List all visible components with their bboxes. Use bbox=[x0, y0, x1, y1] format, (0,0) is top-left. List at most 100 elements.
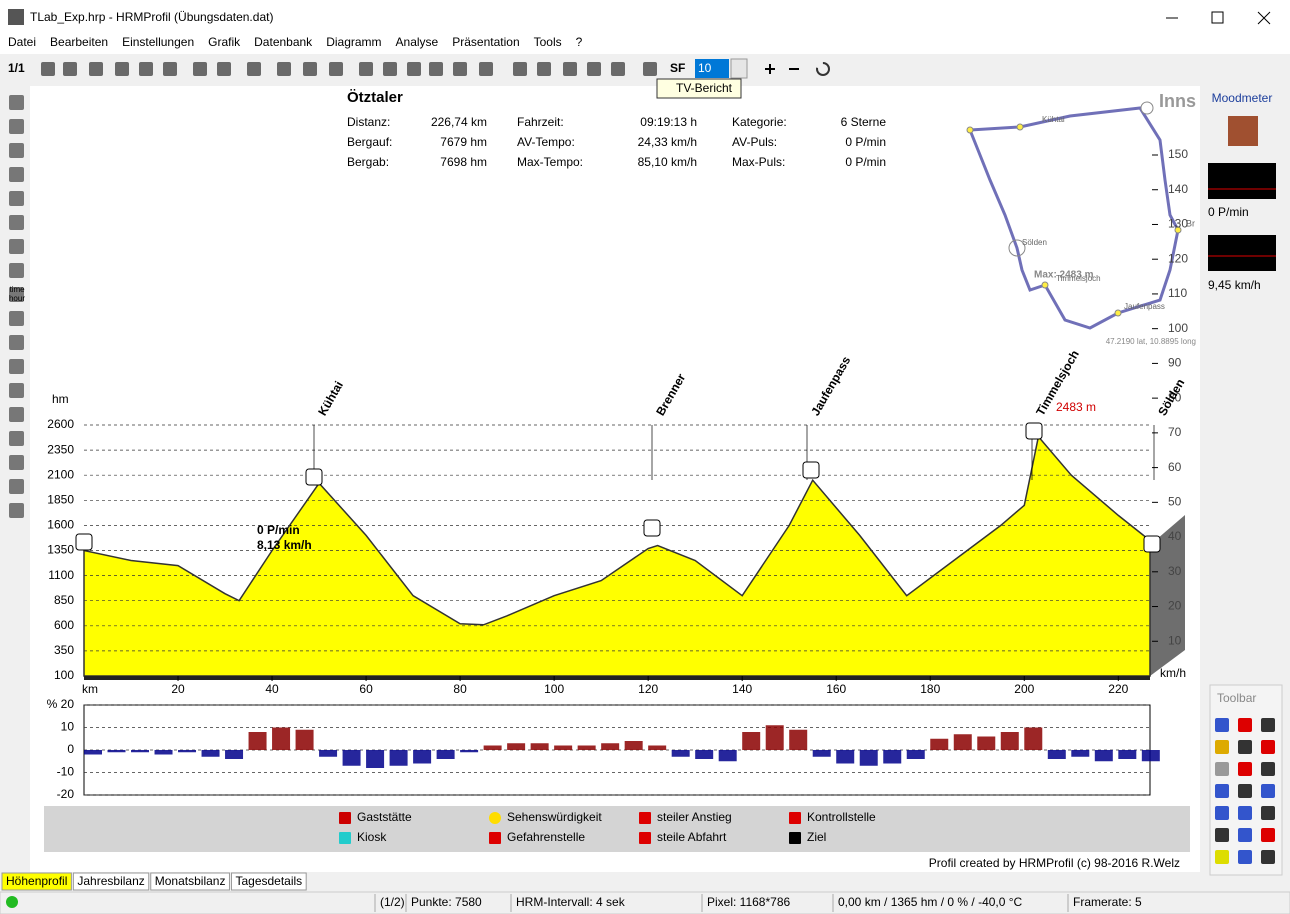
floating-tool[interactable] bbox=[1238, 806, 1252, 820]
floating-tool[interactable] bbox=[1261, 740, 1275, 754]
gradient-bar bbox=[1047, 750, 1066, 759]
toolbar-button[interactable] bbox=[329, 62, 343, 76]
tool-button[interactable] bbox=[9, 503, 24, 518]
menu-item[interactable]: Analyse bbox=[396, 35, 439, 49]
tab[interactable] bbox=[72, 872, 150, 891]
toolbar-button[interactable] bbox=[453, 62, 467, 76]
sf-value[interactable]: 10 bbox=[698, 61, 712, 75]
sf-label: SF bbox=[670, 61, 685, 75]
toolbar-button[interactable] bbox=[139, 62, 153, 76]
menu-item[interactable]: ? bbox=[576, 35, 583, 49]
y-tick-label: -10 bbox=[57, 765, 75, 779]
toolbar-button[interactable] bbox=[513, 62, 527, 76]
floating-tool[interactable] bbox=[1238, 762, 1252, 776]
menu-item[interactable]: Einstellungen bbox=[122, 35, 194, 49]
floating-tool[interactable] bbox=[1261, 718, 1275, 732]
legend-icon bbox=[339, 812, 351, 824]
floating-tool[interactable] bbox=[1215, 762, 1229, 776]
menu-item[interactable]: Bearbeiten bbox=[50, 35, 108, 49]
toolbar-button[interactable] bbox=[643, 62, 657, 76]
toolbar-button[interactable] bbox=[479, 62, 493, 76]
sf-spinner[interactable] bbox=[730, 58, 748, 79]
gradient-bar bbox=[577, 745, 596, 750]
gradient-bar bbox=[601, 743, 620, 750]
floating-tool[interactable] bbox=[1261, 806, 1275, 820]
floating-tool[interactable] bbox=[1238, 850, 1252, 864]
menu-item[interactable]: Diagramm bbox=[326, 35, 381, 49]
menu-item[interactable]: Tools bbox=[534, 35, 562, 49]
gradient-bar bbox=[789, 729, 808, 750]
tool-button[interactable] bbox=[9, 383, 24, 398]
tab-label[interactable]: Jahresbilanz bbox=[77, 874, 144, 888]
zoom-buttons[interactable] bbox=[765, 64, 799, 74]
floating-tool[interactable] bbox=[1238, 784, 1252, 798]
tool-button[interactable] bbox=[9, 335, 24, 350]
tab-label[interactable]: Höhenprofil bbox=[6, 874, 67, 888]
toolbar-button[interactable] bbox=[429, 62, 443, 76]
sf-input[interactable] bbox=[695, 59, 729, 78]
menu-item[interactable]: Datei bbox=[8, 35, 36, 49]
floating-tool[interactable] bbox=[1238, 828, 1252, 842]
toolbar-button[interactable] bbox=[587, 62, 601, 76]
toolbar-button[interactable] bbox=[303, 62, 317, 76]
tool-button[interactable] bbox=[9, 167, 24, 182]
refresh-button[interactable] bbox=[816, 62, 830, 76]
floating-tool[interactable] bbox=[1215, 740, 1229, 754]
tab[interactable] bbox=[230, 872, 307, 891]
menu-item[interactable]: Präsentation bbox=[452, 35, 519, 49]
page-indicator[interactable]: 1/1 bbox=[8, 61, 25, 75]
tab-label[interactable]: Monatsbilanz bbox=[155, 874, 226, 888]
toolbar-button[interactable] bbox=[89, 62, 103, 76]
tool-button[interactable] bbox=[9, 479, 24, 494]
toolbar-button[interactable] bbox=[63, 62, 77, 76]
toolbar-button[interactable] bbox=[217, 62, 231, 76]
floating-tool[interactable] bbox=[1261, 828, 1275, 842]
toolbar-button[interactable] bbox=[359, 62, 373, 76]
tab[interactable] bbox=[150, 872, 230, 891]
tool-button[interactable] bbox=[9, 263, 24, 278]
close-button[interactable] bbox=[1257, 11, 1271, 25]
legend-icon bbox=[639, 832, 651, 844]
tool-button[interactable] bbox=[9, 215, 24, 230]
floating-tool[interactable] bbox=[1215, 718, 1229, 732]
toolbar-button[interactable] bbox=[193, 62, 207, 76]
tool-button[interactable] bbox=[9, 143, 24, 158]
menu-item[interactable]: Datenbank bbox=[254, 35, 313, 49]
x-axis-label: km bbox=[82, 682, 98, 696]
tool-button[interactable] bbox=[9, 239, 24, 254]
tool-button[interactable] bbox=[9, 287, 24, 302]
tool-button[interactable] bbox=[9, 119, 24, 134]
y2-tick-label: 120 bbox=[1168, 251, 1188, 265]
toolbar-button[interactable] bbox=[383, 62, 397, 76]
toolbar-button[interactable] bbox=[277, 62, 291, 76]
tool-button[interactable] bbox=[9, 431, 24, 446]
toolbar-button[interactable] bbox=[247, 62, 261, 76]
tool-button[interactable] bbox=[9, 407, 24, 422]
tab-label[interactable]: Tagesdetails bbox=[235, 874, 302, 888]
floating-tool[interactable] bbox=[1215, 850, 1229, 864]
floating-tool[interactable] bbox=[1261, 784, 1275, 798]
floating-tool[interactable] bbox=[1215, 828, 1229, 842]
tool-button[interactable] bbox=[9, 311, 24, 326]
toolbar-button[interactable] bbox=[563, 62, 577, 76]
toolbar-button[interactable] bbox=[115, 62, 129, 76]
toolbar-button[interactable] bbox=[407, 62, 421, 76]
floating-tool[interactable] bbox=[1238, 740, 1252, 754]
toolbar-button[interactable] bbox=[163, 62, 177, 76]
toolbar-button[interactable] bbox=[41, 62, 55, 76]
y-axis-label: hm bbox=[52, 392, 69, 406]
floating-tool[interactable] bbox=[1261, 850, 1275, 864]
menu-item[interactable]: Grafik bbox=[208, 35, 241, 49]
tool-button[interactable] bbox=[9, 359, 24, 374]
floating-tool[interactable] bbox=[1215, 806, 1229, 820]
tab[interactable] bbox=[1, 872, 72, 891]
floating-tool[interactable] bbox=[1238, 718, 1252, 732]
floating-tool[interactable] bbox=[1261, 762, 1275, 776]
toolbar-button[interactable] bbox=[537, 62, 551, 76]
maximize-button[interactable] bbox=[1211, 11, 1224, 24]
tool-button[interactable] bbox=[9, 95, 24, 110]
floating-tool[interactable] bbox=[1215, 784, 1229, 798]
tool-button[interactable] bbox=[9, 191, 24, 206]
tool-button[interactable] bbox=[9, 455, 24, 470]
toolbar-button[interactable] bbox=[611, 62, 625, 76]
